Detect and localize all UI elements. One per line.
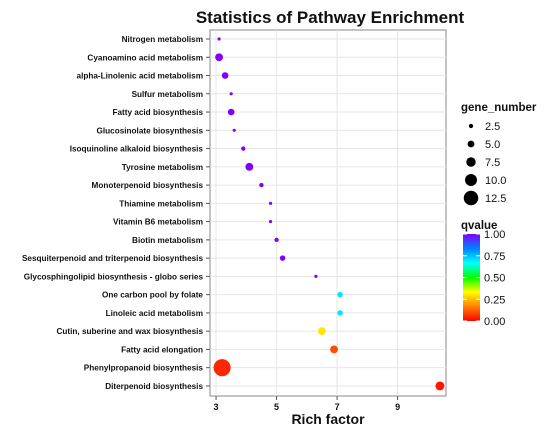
size-legend-dot	[465, 174, 477, 186]
pathway-point	[221, 72, 229, 79]
pathway-point	[274, 237, 279, 243]
x-tick-label: 9	[395, 402, 400, 412]
color-legend-label: 0.75	[484, 251, 505, 263]
size-legend-dot	[468, 123, 474, 129]
color-legend-title: qvalue	[461, 220, 497, 232]
color-legend-label: 1.00	[484, 229, 505, 241]
size-legend-label: 12.5	[485, 193, 506, 205]
pathway-point	[435, 381, 445, 391]
size-legend-dot	[467, 140, 475, 148]
size-legend-label: 5.0	[485, 139, 500, 151]
chart-title: Statistics of Pathway Enrichment	[196, 8, 465, 27]
size-legend-label: 7.5	[485, 157, 500, 169]
pathway-point	[337, 310, 343, 316]
pathway-label: Nitrogen metabolism	[122, 35, 203, 44]
size-legend-label: 2.5	[485, 121, 500, 133]
pathway-point	[268, 220, 273, 224]
color-legend: 1.00 0.75 0.50 0.25 0.00	[463, 229, 505, 328]
pathway-label: Fatty acid biosynthesis	[112, 108, 203, 117]
pathway-label: Phenylpropanoid biosynthesis	[84, 364, 204, 373]
color-legend-label: 0.25	[484, 294, 505, 306]
pathway-label: Fatty acid elongation	[121, 345, 203, 354]
size-legend: 2.5 5.0 7.5 10.0 12.5	[463, 121, 506, 206]
pathway-point	[330, 345, 338, 354]
pathway-point	[268, 201, 273, 205]
pathway-label: Linoleic acid metabolism	[106, 309, 203, 318]
pathway-label: Cyanoamino acid metabolism	[87, 53, 203, 62]
size-legend-dot	[466, 157, 476, 167]
pathway-point	[232, 128, 236, 132]
pathway-label: Tyrosine metabolism	[122, 163, 203, 172]
size-legend-dot	[463, 190, 479, 206]
color-legend-label: 0.00	[484, 316, 505, 328]
pathway-label: Diterpenoid biosynthesis	[105, 382, 203, 391]
pathway-point	[279, 255, 286, 261]
size-legend-label: 10.0	[485, 175, 506, 187]
pathway-point	[314, 274, 318, 278]
pathway-label: Glucosinolate biosynthesis	[97, 126, 204, 135]
pathway-label: Sesquiterpenoid and triterpenoid biosynt…	[22, 254, 204, 263]
pathway-label: Sulfur metabolism	[132, 90, 203, 99]
pathway-point	[318, 327, 326, 336]
pathway-point	[259, 182, 264, 188]
qvalue-colorbar	[463, 234, 480, 321]
color-legend-label: 0.50	[484, 273, 505, 285]
y-axis-labels: Nitrogen metabolism Cyanoamino acid metab…	[22, 35, 210, 391]
pathway-point	[241, 146, 246, 151]
pathway-point	[215, 53, 223, 62]
pathway-label: Biotin metabolism	[132, 236, 203, 245]
size-legend-title: gene_number	[461, 102, 537, 114]
pathway-label: Glycosphingolipid biosynthesis - globo s…	[24, 272, 204, 281]
pathway-point	[245, 162, 254, 171]
pathway-label: Vitamin B6 metabolism	[113, 218, 203, 227]
x-axis-ticks: 3 5 7 9	[214, 396, 400, 412]
x-tick-label: 5	[274, 402, 279, 412]
pathway-label: Isoquinoline alkaloid biosynthesis	[70, 145, 204, 154]
pathway-label: Cutin, suberine and wax biosynthesis	[57, 327, 204, 336]
pathway-point	[229, 92, 233, 96]
pathway-label: One carbon pool by folate	[102, 291, 203, 300]
data-points	[213, 37, 445, 391]
pathway-point	[227, 108, 235, 116]
pathway-label: Thiamine metabolism	[119, 199, 203, 208]
x-tick-label: 7	[335, 402, 340, 412]
pathway-label: Monoterpenoid biosynthesis	[92, 181, 204, 190]
plot-panel	[209, 29, 447, 397]
x-tick-label: 3	[214, 402, 219, 412]
pathway-point	[217, 37, 221, 41]
x-axis-label: Rich factor	[291, 411, 365, 427]
pathway-point	[213, 359, 231, 377]
pathway-point	[337, 291, 343, 298]
pathway-label: alpha-Linolenic acid metabolism	[77, 72, 203, 81]
